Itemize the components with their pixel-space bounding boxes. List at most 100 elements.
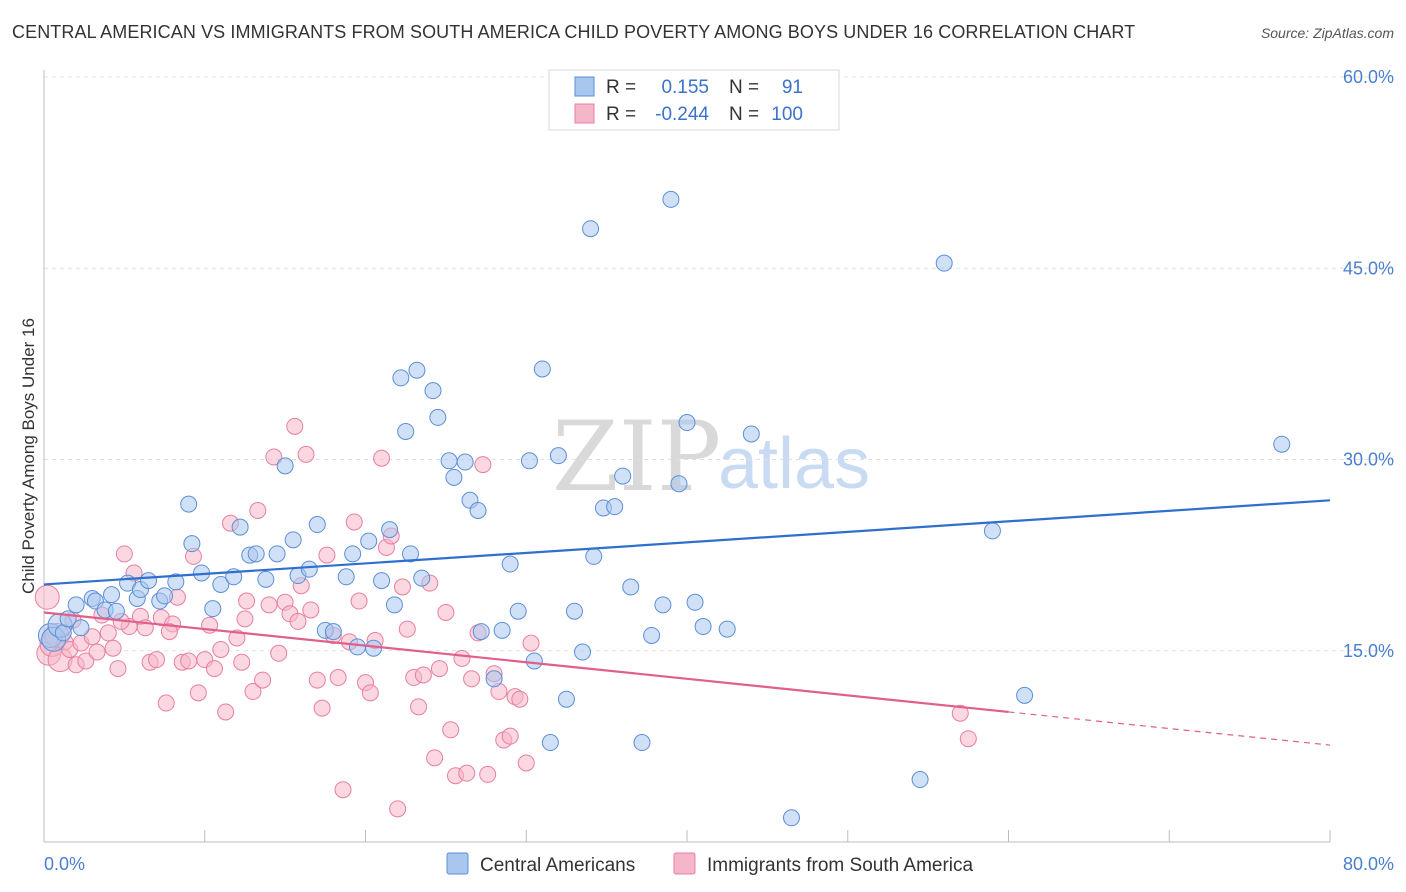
correlation-legend: R = 0.155 N = 91 R = -0.244 N = 100: [548, 69, 840, 131]
blue-point-60: [501, 555, 519, 573]
y-tick-label-60: 60.0%: [1343, 67, 1394, 87]
blue-point-11: [107, 602, 125, 620]
watermark-zip: ZIP: [552, 401, 721, 513]
pink-series-points: [34, 417, 977, 818]
pink-point-59: [350, 592, 368, 610]
legend-box: [548, 69, 840, 131]
pink-point-83: [479, 765, 497, 783]
blue-point-33: [300, 560, 318, 578]
pink-point-42: [260, 596, 278, 614]
pink-point-8: [77, 652, 95, 670]
legend-r-label-pink: R =: [606, 104, 636, 125]
blue-point-30: [276, 457, 294, 475]
y-tick-label-30: 30.0%: [1343, 450, 1394, 470]
blue-point-58: [485, 670, 503, 688]
blue-point-68: [565, 602, 583, 620]
blue-point-81: [678, 414, 696, 432]
pink-point-32: [205, 660, 223, 678]
blue-point-49: [413, 569, 431, 587]
blue-point-25: [231, 518, 249, 536]
pink-point-29: [189, 684, 207, 702]
pink-point-38: [238, 592, 256, 610]
blue-point-80: [670, 475, 688, 493]
blue-point-36: [324, 623, 342, 641]
blue-point-38: [344, 545, 362, 563]
pink-point-55: [329, 669, 347, 687]
pink-point-98: [236, 610, 254, 628]
blue-point-17: [156, 587, 174, 605]
blue-point-40: [360, 532, 378, 550]
pink-point-61: [361, 684, 379, 702]
pink-point-58: [345, 513, 363, 531]
y-tick-labels: 15.0% 30.0% 45.0% 60.0%: [1343, 67, 1394, 661]
pink-point-97: [160, 623, 178, 641]
blue-point-82: [686, 593, 704, 611]
blue-point-54: [456, 453, 474, 471]
blue-point-70: [582, 220, 600, 238]
blue-series-points: [37, 190, 1291, 827]
blue-point-76: [633, 734, 651, 752]
blue-point-48: [408, 361, 426, 379]
watermark-atlas: atlas: [718, 424, 870, 504]
blue-point-56: [469, 502, 487, 519]
pink-point-56: [334, 781, 352, 799]
pink-point-75: [437, 604, 455, 621]
pink-point-79: [458, 764, 476, 782]
blue-point-62: [520, 452, 538, 470]
blue-point-84: [718, 620, 736, 638]
blue-point-61: [509, 602, 527, 620]
pink-point-67: [393, 578, 411, 596]
blue-point-71: [585, 547, 603, 565]
pink-point-41: [254, 671, 272, 689]
pink-point-93: [959, 730, 977, 748]
x-tick-label-min: 0.0%: [44, 854, 85, 874]
blue-point-34: [308, 516, 326, 534]
blue-trend-line: [43, 499, 1331, 586]
blue-point-59: [493, 621, 511, 639]
blue-point-23: [212, 575, 230, 593]
blue-point-88: [935, 254, 953, 272]
blue-point-5: [67, 596, 85, 614]
pink-point-52: [313, 699, 331, 717]
bottom-legend-swatch-blue: [446, 852, 469, 875]
blue-point-67: [557, 690, 575, 708]
legend-n-value-pink: 100: [771, 104, 803, 125]
blue-point-73: [606, 498, 624, 516]
pink-point-68: [398, 620, 416, 638]
blue-point-22: [204, 600, 222, 618]
blue-point-83: [694, 618, 712, 636]
pink-point-44: [270, 644, 288, 662]
legend-n-label-pink: N =: [729, 104, 759, 125]
grid-lines: [44, 76, 1394, 652]
blue-point-39: [348, 638, 366, 656]
blue-point-50: [424, 382, 442, 400]
pink-point-71: [414, 666, 432, 684]
pink-point-49: [297, 445, 315, 463]
pink-point-99: [289, 612, 307, 630]
blue-point-43: [381, 521, 399, 539]
blue-point-75: [622, 578, 640, 596]
pink-point-94: [34, 584, 60, 610]
pink-point-51: [308, 671, 326, 689]
pink-point-36: [228, 629, 246, 647]
pink-point-91: [522, 634, 540, 652]
pink-point-12: [99, 624, 117, 642]
bottom-legend-label-pink: Immigrants from South America: [707, 855, 974, 876]
blue-point-51: [429, 408, 447, 426]
blue-point-66: [549, 447, 567, 465]
pink-point-43: [265, 448, 283, 466]
pink-point-82: [474, 456, 492, 474]
legend-n-value-blue: 91: [782, 77, 803, 98]
y-axis-title: Child Poverty Among Boys Under 16: [19, 318, 38, 594]
legend-swatch-blue: [574, 76, 595, 97]
blue-point-19: [180, 495, 198, 513]
pink-trend-line: [43, 611, 1009, 714]
x-ticks: [43, 830, 1331, 842]
pink-point-13: [104, 639, 122, 657]
pink-point-63: [373, 449, 391, 467]
blue-point-63: [525, 652, 543, 670]
legend-swatch-pink: [574, 103, 595, 124]
blue-point-6: [72, 619, 90, 637]
blue-point-79: [662, 190, 680, 208]
pink-point-89: [511, 690, 529, 708]
